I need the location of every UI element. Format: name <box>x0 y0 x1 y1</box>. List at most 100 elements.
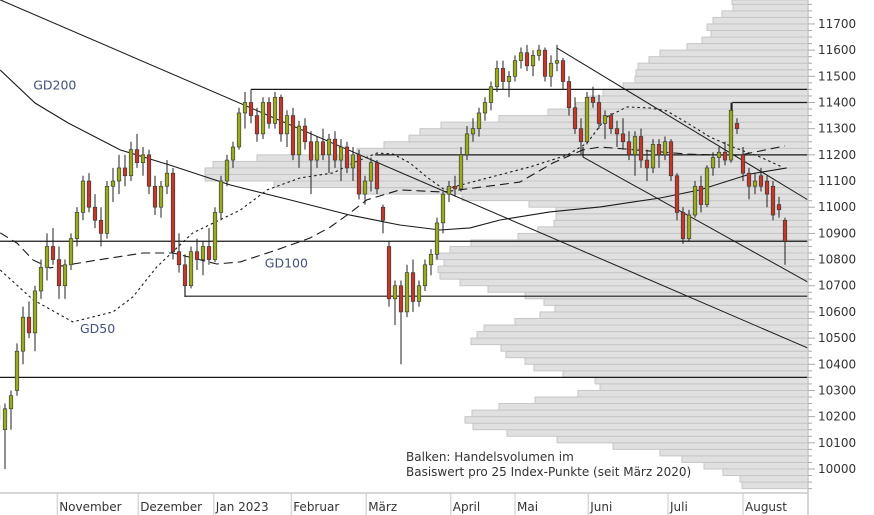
candle-down <box>248 102 254 116</box>
ma-line-gd100 <box>0 145 786 269</box>
y-tick-label: 10300 <box>818 383 856 397</box>
candle-down <box>152 185 158 208</box>
trend-line <box>582 156 809 283</box>
y-tick-label: 11000 <box>818 200 856 214</box>
candle-down <box>560 60 566 82</box>
volume-bar <box>681 455 809 463</box>
candle-down <box>290 115 296 156</box>
candle-down <box>500 68 506 82</box>
volume-bar <box>562 370 809 378</box>
volume-bar <box>637 62 809 71</box>
trend-line <box>556 47 809 201</box>
candle-down <box>596 102 602 124</box>
candle-up <box>704 167 710 205</box>
month-label: März <box>368 500 397 514</box>
candle-down <box>770 185 776 216</box>
volume-bar <box>506 429 809 437</box>
volume-bar <box>543 298 809 306</box>
volume-bar <box>594 376 809 385</box>
volume-bar <box>556 435 809 444</box>
volume-bar <box>528 200 809 208</box>
volume-bar <box>731 0 809 5</box>
candle-up <box>116 167 122 182</box>
candle-down <box>674 175 680 213</box>
candle-down <box>26 316 32 334</box>
volume-bar <box>524 291 809 300</box>
y-tick-label: 10400 <box>818 357 856 371</box>
candle-down <box>620 133 626 143</box>
volume-bar <box>659 448 809 457</box>
candle-up <box>44 246 50 268</box>
candle-up <box>272 96 278 124</box>
candle-up <box>602 115 608 124</box>
candles <box>2 44 788 469</box>
candle-down <box>86 180 92 208</box>
candle-up <box>212 212 218 260</box>
candle-up <box>482 102 488 114</box>
candle-down <box>146 154 152 187</box>
candle-down <box>122 167 128 177</box>
month-label: Mai <box>517 500 538 514</box>
y-tick-label: 11600 <box>818 43 856 57</box>
candle-down <box>380 206 386 221</box>
volume-bar <box>419 128 809 136</box>
candle-down <box>764 180 770 195</box>
candle-up <box>188 251 194 287</box>
candle-up <box>458 154 464 190</box>
candle-up <box>428 254 434 266</box>
candle-up <box>14 350 20 391</box>
month-label: Februar <box>293 500 339 514</box>
y-tick-label: 10700 <box>818 279 856 293</box>
candle-up <box>752 180 758 187</box>
candle-up <box>584 96 590 143</box>
candle-down <box>734 123 740 129</box>
month-label: August <box>745 500 787 514</box>
volume-bar <box>483 324 809 333</box>
candle-up <box>494 68 500 88</box>
candle-up <box>446 185 452 195</box>
volume-bar <box>443 259 809 267</box>
volume-bar <box>741 481 809 490</box>
month-label: April <box>453 500 480 514</box>
volume-bar <box>686 43 809 51</box>
candle-down <box>176 251 182 266</box>
y-tick-label: 10800 <box>818 253 856 267</box>
ma-label-gd200: GD200 <box>33 77 76 92</box>
candle-up <box>284 115 290 135</box>
y-tick-label: 10000 <box>818 462 856 476</box>
month-label: Juni <box>589 500 612 514</box>
candle-up <box>440 193 446 224</box>
candle-down <box>542 49 548 77</box>
candle-up <box>710 157 716 169</box>
volume-bar <box>498 403 809 411</box>
candle-down <box>680 212 686 239</box>
candle-down <box>170 172 176 253</box>
candle-down <box>398 285 404 313</box>
candle-down <box>98 219 104 234</box>
candle-up <box>314 141 320 161</box>
volume-bar <box>361 187 809 195</box>
volume-bar <box>500 344 809 352</box>
candle-down <box>308 141 314 161</box>
candle-up <box>38 267 44 292</box>
y-tick-label: 11500 <box>818 69 856 83</box>
candle-up <box>218 180 224 213</box>
volume-bar <box>517 232 809 241</box>
candle-down <box>614 128 620 135</box>
candle-down <box>746 172 752 187</box>
candle-up <box>296 125 302 156</box>
volume-bar <box>471 409 809 418</box>
candle-up <box>158 185 164 208</box>
volume-bar <box>622 82 809 90</box>
candle-up <box>476 112 482 129</box>
volume-bar <box>634 75 809 84</box>
candle-up <box>2 408 8 431</box>
candle-up <box>434 222 440 255</box>
candle-down <box>776 204 782 211</box>
candle-up <box>242 102 248 114</box>
candle-down <box>266 102 272 124</box>
moving-averages: GD200 GD100 GD50 <box>0 69 787 336</box>
candle-down <box>590 96 596 103</box>
candle-up <box>422 264 428 287</box>
y-tick-label: 10600 <box>818 305 856 319</box>
